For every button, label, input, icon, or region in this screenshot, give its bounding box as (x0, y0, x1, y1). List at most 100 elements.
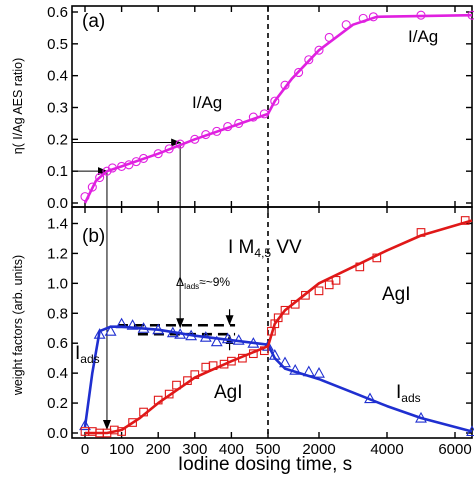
data-point-square (153, 395, 163, 405)
data-point-square (172, 380, 181, 390)
data-point-triangle (152, 323, 165, 335)
data-point-circle (201, 130, 211, 140)
data-point-circle (124, 160, 134, 170)
data-point-circle (153, 149, 163, 159)
data-point-circle (190, 134, 200, 144)
auger-line-label-sub: 4,5 (254, 246, 271, 260)
data-point-square (201, 362, 211, 372)
x-tick-label: 100 (109, 441, 134, 458)
auger-line-label: I M4,5 VV (228, 237, 302, 260)
data-point-square (331, 276, 341, 285)
data-point-square (208, 361, 218, 371)
y-tick-label: 0.6 (47, 4, 68, 21)
data-point-triangle (415, 411, 427, 423)
data-point-circle (467, 10, 474, 20)
ads-label-left-main: I (75, 343, 80, 364)
data-point-triangle (232, 334, 245, 345)
delta-value: ≈~9% (199, 275, 230, 289)
y-tick-label: 0.2 (47, 395, 68, 412)
data-point-circle (175, 139, 185, 149)
panel-b-y-axis-title: weight factors (arb. units) (11, 255, 25, 396)
y-tick-label: 0.6 (47, 335, 68, 352)
y-tick-label: 0.5 (47, 36, 68, 53)
x-tick-label: 200 (146, 441, 171, 458)
data-point-circle (164, 144, 174, 154)
data-point-triangle (289, 364, 302, 375)
x-tick-label: 0 (81, 441, 89, 458)
data-point-circle (107, 163, 117, 173)
data-point-triangle (466, 425, 474, 437)
data-point-triangle (302, 365, 315, 377)
data-point-triangle (221, 332, 234, 344)
data-point-circle (416, 10, 426, 20)
ads-label-right-main: I (396, 382, 401, 403)
delta-symbol: Δ (176, 275, 184, 289)
agi-label-right: AgI (382, 284, 411, 305)
data-point-circle (131, 157, 141, 167)
y-tick-label: 0.4 (47, 365, 68, 382)
data-point-circle (139, 153, 149, 163)
data-point-circle (324, 32, 334, 43)
data-point-circle (294, 67, 304, 78)
data-point-square (314, 286, 324, 296)
data-point-circle (223, 122, 233, 132)
data-point-square (324, 280, 334, 290)
data-point-circle (234, 118, 244, 128)
series-fit-line (83, 325, 473, 433)
data-point-square (139, 407, 148, 417)
data-point-triangle (104, 325, 117, 336)
data-point-triangle (115, 317, 128, 329)
x-tick-label: 6000 (438, 441, 471, 458)
auger-line-label-main: I M (228, 237, 254, 258)
data-point-circle (368, 12, 378, 22)
y-tick-label: 1.4 (47, 215, 68, 232)
y-tick-label: 0.0 (47, 195, 68, 212)
ads-label-right-sub: ads (401, 391, 420, 405)
data-point-triangle (79, 419, 91, 431)
y-tick-label: 1.2 (47, 245, 68, 262)
x-tick-label: 2000 (302, 441, 335, 458)
data-point-circle (87, 182, 97, 192)
data-point-circle (341, 20, 351, 30)
y-tick-label: 0.3 (47, 100, 68, 117)
data-point-triangle (268, 349, 281, 360)
data-point-circle (102, 166, 112, 176)
data-point-square (460, 216, 470, 225)
data-point-square (249, 349, 258, 359)
data-point-triangle (279, 356, 291, 368)
data-point-circle (259, 109, 269, 119)
data-point-square (355, 262, 365, 272)
data-point-circle (270, 96, 280, 106)
y-tick-label: 0.2 (47, 131, 68, 148)
delta-label: ΔIads≈~9% (176, 275, 230, 291)
data-point-circle (280, 80, 290, 90)
data-point-triangle (126, 319, 139, 330)
data-point-square (164, 389, 174, 399)
x-tick-label: 400 (219, 441, 244, 458)
data-point-triangle (364, 392, 376, 404)
data-point-square (416, 228, 426, 237)
panel-b-frame (71, 206, 473, 439)
x-tick-label: 4000 (370, 441, 403, 458)
ads-label-left-sub: ads (80, 352, 99, 366)
ads-label-left: Iads (75, 343, 100, 366)
y-tick-label: 0.8 (47, 305, 68, 322)
data-point-square (301, 290, 310, 300)
data-point-circle (314, 45, 324, 55)
ag-label-right: I/Ag (408, 27, 438, 46)
data-point-triangle (199, 331, 212, 342)
data-point-square (190, 370, 200, 379)
data-point-triangle (137, 322, 150, 333)
data-point-triangle (166, 326, 179, 338)
y-tick-label: 0.1 (47, 163, 68, 180)
data-point-square (290, 299, 300, 309)
data-point-triangle (210, 335, 223, 347)
data-point-triangle (247, 337, 260, 348)
data-point-triangle (174, 328, 187, 339)
data-point-square (183, 376, 192, 385)
delta-sub: Iads (184, 282, 199, 291)
data-point-circle (248, 112, 258, 122)
data-point-square (372, 253, 382, 263)
